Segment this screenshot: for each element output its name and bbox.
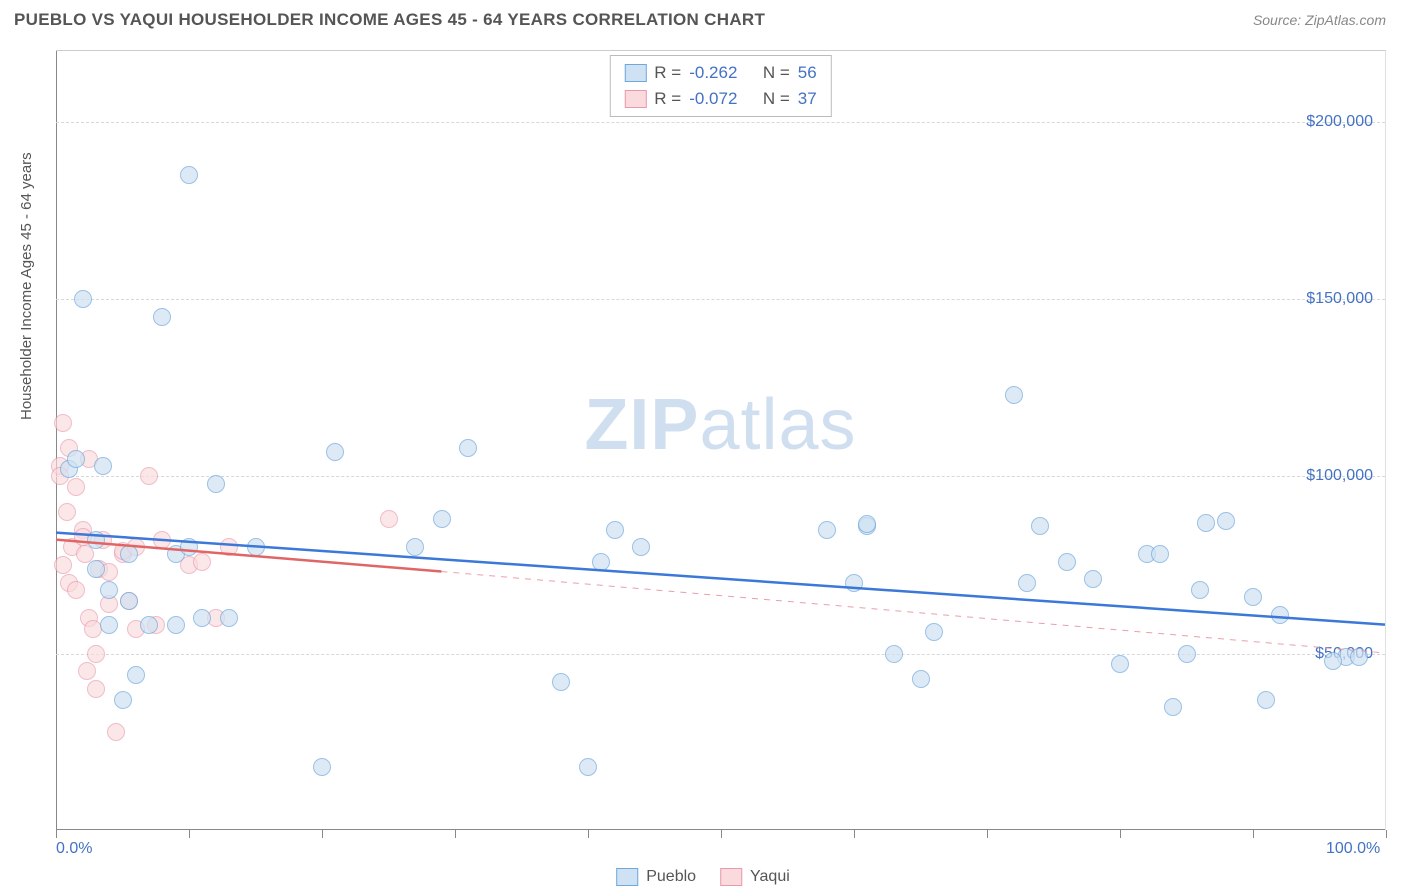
pueblo-point xyxy=(552,673,570,691)
pueblo-point xyxy=(100,616,118,634)
pueblo-point xyxy=(153,308,171,326)
pueblo-point xyxy=(1191,581,1209,599)
pueblo-point xyxy=(1018,574,1036,592)
pueblo-point xyxy=(1324,652,1342,670)
pueblo-point xyxy=(1257,691,1275,709)
yaqui-point xyxy=(54,414,72,432)
pueblo-point xyxy=(592,553,610,571)
chart-area: ZIPatlas $50,000$100,000$150,000$200,000… xyxy=(56,50,1386,830)
pueblo-point xyxy=(220,609,238,627)
pueblo-point xyxy=(120,545,138,563)
yaqui-point xyxy=(87,645,105,663)
x-tick xyxy=(56,830,57,838)
x-tick-label: 0.0% xyxy=(56,840,92,858)
pueblo-point xyxy=(579,758,597,776)
gridline xyxy=(56,122,1385,123)
pueblo-point xyxy=(207,475,225,493)
pueblo-point xyxy=(632,538,650,556)
pueblo-legend-swatch-icon xyxy=(616,868,638,886)
pueblo-swatch-icon xyxy=(624,64,646,82)
source-label: Source: ZipAtlas.com xyxy=(1253,12,1386,28)
yaqui-point xyxy=(380,510,398,528)
yaqui-point xyxy=(54,556,72,574)
pueblo-point xyxy=(87,531,105,549)
pueblo-point xyxy=(1271,606,1289,624)
pueblo-point xyxy=(1005,386,1023,404)
x-tick xyxy=(987,830,988,838)
pueblo-point xyxy=(1164,698,1182,716)
yaqui-point xyxy=(67,478,85,496)
x-tick xyxy=(1120,830,1121,838)
pueblo-point xyxy=(127,666,145,684)
y-tick-label: $200,000 xyxy=(1306,113,1373,131)
pueblo-point xyxy=(1197,514,1215,532)
pueblo-point xyxy=(114,691,132,709)
y-tick-label: $100,000 xyxy=(1306,467,1373,485)
pueblo-point xyxy=(100,581,118,599)
chart-title: PUEBLO VS YAQUI HOUSEHOLDER INCOME AGES … xyxy=(14,10,765,30)
x-tick xyxy=(854,830,855,838)
pueblo-point xyxy=(1244,588,1262,606)
yaqui-legend-label: Yaqui xyxy=(750,868,790,886)
pueblo-point xyxy=(858,515,876,533)
pueblo-point xyxy=(87,560,105,578)
pueblo-point xyxy=(313,758,331,776)
pueblo-point xyxy=(845,574,863,592)
yaqui-point xyxy=(78,662,96,680)
x-tick xyxy=(588,830,589,838)
yaqui-legend-swatch-icon xyxy=(720,868,742,886)
pueblo-point xyxy=(912,670,930,688)
pueblo-point xyxy=(247,538,265,556)
x-tick xyxy=(322,830,323,838)
x-tick xyxy=(1386,830,1387,838)
gridline xyxy=(56,299,1385,300)
pueblo-point xyxy=(1217,512,1235,530)
pueblo-point xyxy=(326,443,344,461)
pueblo-point xyxy=(167,616,185,634)
series-legend: Pueblo Yaqui xyxy=(616,868,790,886)
pueblo-point xyxy=(74,290,92,308)
yaqui-point xyxy=(58,503,76,521)
pueblo-point xyxy=(1111,655,1129,673)
pueblo-point xyxy=(1084,570,1102,588)
x-tick xyxy=(189,830,190,838)
yaqui-swatch-icon xyxy=(624,90,646,108)
yaqui-point xyxy=(67,581,85,599)
pueblo-legend-label: Pueblo xyxy=(646,868,696,886)
pueblo-point xyxy=(193,609,211,627)
gridline xyxy=(56,476,1385,477)
pueblo-point xyxy=(1350,648,1368,666)
pueblo-point xyxy=(120,592,138,610)
correlation-legend: R = -0.262 N = 56 R = -0.072 N = 37 xyxy=(609,55,831,117)
pueblo-point xyxy=(885,645,903,663)
pueblo-point xyxy=(433,510,451,528)
pueblo-point xyxy=(180,538,198,556)
x-tick-label: 100.0% xyxy=(1326,840,1380,858)
x-tick xyxy=(1253,830,1254,838)
yaqui-point xyxy=(220,538,238,556)
pueblo-point xyxy=(818,521,836,539)
y-tick-label: $150,000 xyxy=(1306,290,1373,308)
pueblo-point xyxy=(140,616,158,634)
pueblo-point xyxy=(1178,645,1196,663)
pueblo-point xyxy=(925,623,943,641)
pueblo-point xyxy=(406,538,424,556)
pueblo-point xyxy=(606,521,624,539)
yaqui-point xyxy=(193,553,211,571)
pueblo-point xyxy=(1058,553,1076,571)
pueblo-point xyxy=(1031,517,1049,535)
x-tick xyxy=(455,830,456,838)
pueblo-point xyxy=(67,450,85,468)
pueblo-point xyxy=(94,457,112,475)
yaqui-point xyxy=(87,680,105,698)
x-tick xyxy=(721,830,722,838)
yaqui-point xyxy=(140,467,158,485)
pueblo-point xyxy=(180,166,198,184)
yaqui-point xyxy=(153,531,171,549)
pueblo-point xyxy=(1151,545,1169,563)
yaqui-point xyxy=(107,723,125,741)
pueblo-point xyxy=(459,439,477,457)
y-axis-label: Householder Income Ages 45 - 64 years xyxy=(18,152,35,420)
